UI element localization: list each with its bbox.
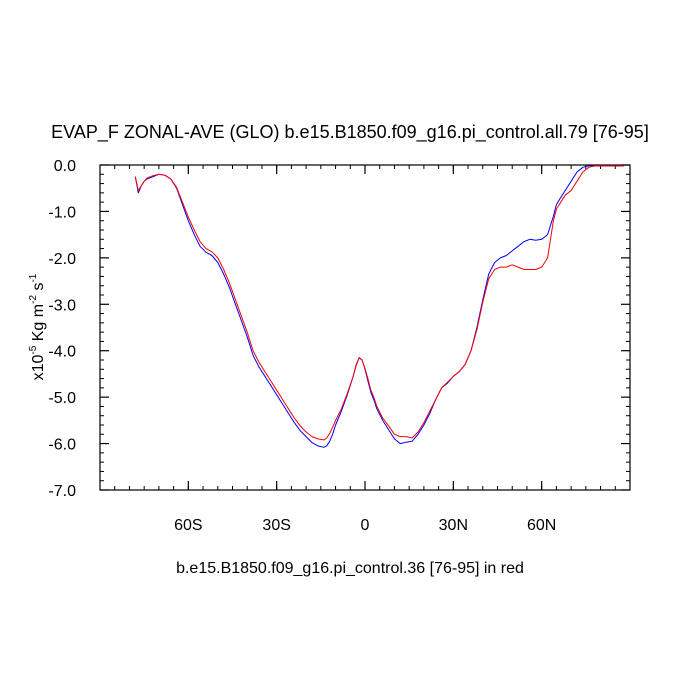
series-line-red — [134, 165, 625, 441]
x-tick-label: 30N — [439, 517, 468, 534]
y-tick-label: -3.0 — [48, 297, 76, 314]
y-tick-label: -7.0 — [48, 483, 76, 500]
y-tick-label: -1.0 — [48, 204, 76, 221]
x-tick-label: 60N — [527, 517, 556, 534]
y-tick-label: 0.0 — [54, 158, 76, 175]
x-tick-label: 30S — [262, 517, 290, 534]
x-tick-label: 0 — [361, 517, 370, 534]
chart-subtitle: b.e15.B1850.f09_g16.pi_control.36 [76-95… — [176, 560, 524, 577]
y-tick-label: -6.0 — [48, 437, 76, 454]
x-tick-label: 60S — [174, 517, 202, 534]
series-lines — [134, 165, 625, 448]
plot-frame — [99, 164, 631, 491]
y-tick-label: -4.0 — [48, 344, 76, 361]
y-tick-label: -2.0 — [48, 251, 76, 268]
y-tick-label: -5.0 — [48, 390, 76, 407]
series-line-blue — [134, 165, 625, 448]
chart-title: EVAP_F ZONAL-AVE (GLO) b.e15.B1850.f09_g… — [51, 122, 649, 142]
axis-ticks: 60S 30S 0 30N 60N 0.0 -1.0 -2.0 -3.0 -4.0 -5.0 -6.0… — [48, 158, 630, 534]
